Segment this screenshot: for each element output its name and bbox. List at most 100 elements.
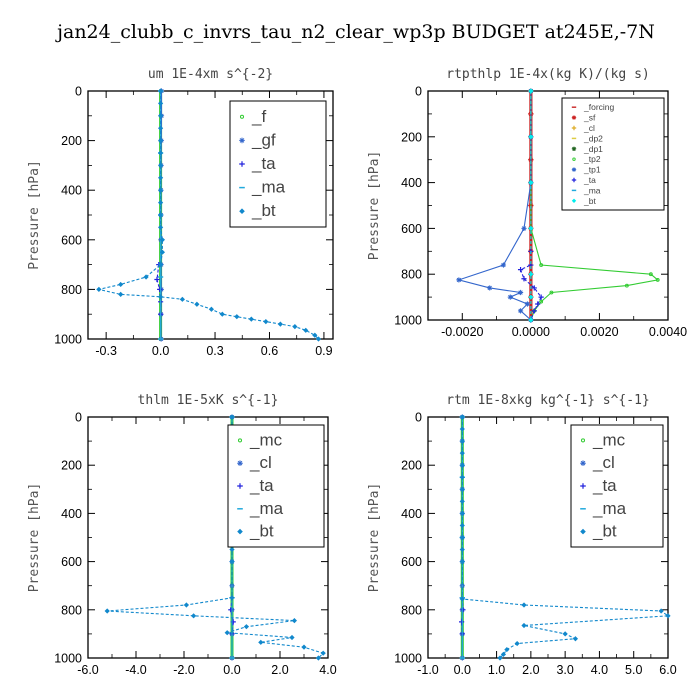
data-point: [500, 262, 507, 268]
legend: _mc _cl _ta _ma _bt: [570, 424, 664, 548]
legend-label: _tp2: [583, 154, 601, 164]
data-point: [459, 522, 465, 529]
series-bt: [459, 414, 671, 661]
y-tick-label: 400: [401, 176, 422, 190]
x-tick-label: 0.0: [152, 344, 169, 358]
legend-entry: _dp1: [571, 144, 603, 154]
x-tick-label: 0.0: [223, 663, 240, 677]
data-point: [459, 462, 465, 468]
series-tp1: [456, 88, 534, 323]
data-point: [157, 113, 164, 119]
data-point: [459, 450, 465, 456]
data-point: [157, 200, 164, 206]
legend-marker: [571, 167, 577, 172]
x-tick-label: 0.0000: [512, 325, 550, 339]
legend-label: _cl: [249, 453, 272, 472]
data-point: [517, 308, 524, 314]
x-tick-label: 2.0: [522, 663, 539, 677]
legend-entry: _f: [239, 107, 266, 126]
data-point: [229, 546, 235, 553]
legend: _mc _cl _ta _ma _bt: [227, 424, 325, 548]
legend-marker: [239, 114, 245, 119]
y-tick-label: 200: [61, 459, 82, 473]
x-tick-label: 0.0020: [580, 325, 618, 339]
data-point: [507, 294, 513, 300]
legend-entry: _dp2: [571, 133, 603, 143]
data-point: [157, 150, 164, 156]
legend-marker: [580, 528, 586, 535]
legend-marker: [571, 115, 577, 120]
y-tick-label: 400: [401, 507, 422, 521]
legend-label: _ma: [592, 499, 627, 518]
legend-entry: _ma: [237, 499, 284, 518]
data-point: [460, 607, 466, 613]
data-point: [528, 180, 534, 186]
y-tick-label: 600: [401, 555, 422, 569]
data-point: [500, 651, 507, 657]
y-tick-label: 800: [401, 603, 422, 617]
data-point: [157, 100, 164, 106]
x-tick-label: 4.0: [319, 663, 336, 677]
x-tick-label: 0.0: [454, 663, 471, 677]
data-point: [157, 286, 163, 292]
legend-label: _f: [251, 107, 266, 126]
legend-marker: [572, 157, 576, 161]
legend-marker: [571, 198, 577, 203]
y-tick-label: 600: [401, 222, 422, 236]
legend-label: _cl: [592, 453, 615, 472]
data-point: [289, 634, 295, 641]
x-tick-label: 0.3: [206, 344, 223, 358]
data-point: [179, 296, 185, 302]
legend-label: _mc: [592, 430, 626, 449]
data-point: [248, 316, 254, 322]
data-point: [459, 596, 465, 602]
data-point: [208, 306, 215, 312]
series-line: [456, 91, 532, 321]
data-point: [312, 332, 318, 338]
legend-entry: _ma: [239, 178, 286, 197]
data-point: [194, 301, 200, 307]
data-point: [157, 224, 164, 230]
data-point: [96, 286, 102, 292]
data-point: [157, 175, 164, 181]
data-point: [487, 285, 493, 291]
data-point: [157, 88, 164, 94]
data-point: [521, 622, 527, 629]
data-point: [549, 290, 554, 295]
y-tick-label: 800: [401, 268, 422, 282]
legend-frame: [227, 424, 325, 548]
data-point: [157, 162, 164, 168]
y-tick-label: 600: [61, 555, 82, 569]
chart-panel-1: um 1E-4xm s^{-2} Pressure [hPa] 0 200 400 600…: [27, 67, 334, 358]
data-point: [497, 655, 503, 661]
data-point: [459, 510, 465, 516]
data-point: [517, 267, 524, 273]
data-point: [459, 414, 465, 420]
data-point: [459, 474, 465, 480]
legend-marker: [571, 125, 577, 131]
panel-title: thlm 1E-5xK s^{-1}: [138, 393, 279, 408]
data-point: [528, 225, 534, 231]
legend-label: _ta: [251, 154, 276, 173]
data-point: [528, 88, 534, 94]
x-tick-label: 0.6: [261, 344, 278, 358]
legend-frame: [561, 97, 665, 211]
legend-entry: _mc: [580, 430, 626, 449]
data-point: [159, 249, 166, 255]
data-point: [459, 546, 465, 553]
legend-label: _gf: [251, 130, 276, 149]
legend-entry: _ta: [571, 175, 596, 185]
x-tick-label: 2.0: [271, 663, 288, 677]
panel-title: um 1E-4xm s^{-2}: [148, 67, 273, 82]
data-point: [157, 212, 164, 218]
y-tick-label: 0: [75, 85, 82, 99]
legend-entry: _forcing: [571, 102, 615, 112]
data-point: [539, 299, 544, 304]
x-tick-label: -6.0: [77, 663, 99, 677]
legend-marker: [571, 146, 577, 151]
legend-marker: [580, 483, 586, 489]
data-point: [229, 559, 235, 565]
y-tick-label: 0: [75, 411, 82, 425]
legend-label: _ma: [583, 185, 601, 195]
